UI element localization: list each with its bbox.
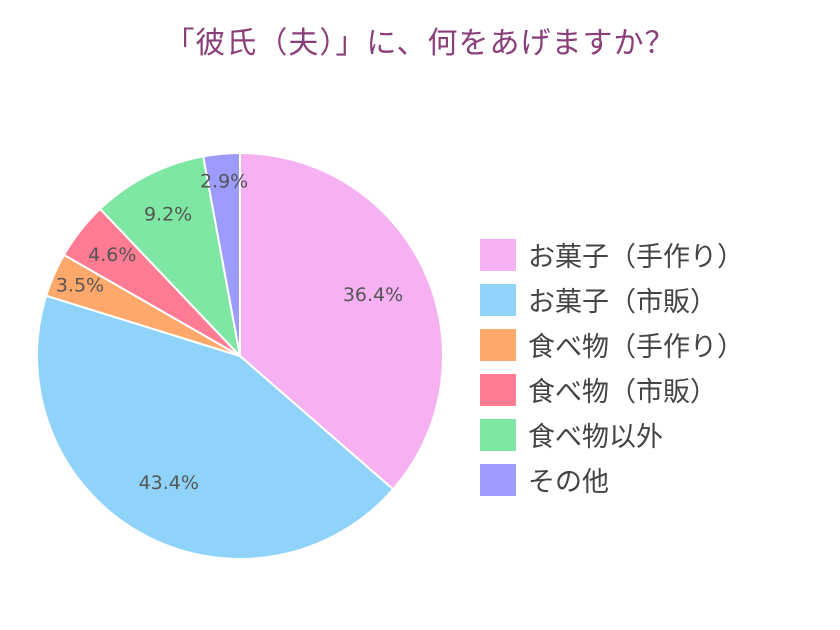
pie-slice-4 (98, 155, 242, 360)
legend-swatch-5 (480, 463, 516, 496)
slice-value-label-4: 9.2% (144, 203, 192, 225)
slice-value-label-5: 2.9% (200, 171, 248, 193)
legend-label-1: お菓子（市販） (528, 287, 717, 318)
slice-value-label-2: 3.5% (56, 275, 104, 297)
slice-value-label-0: 36.4% (343, 284, 403, 306)
legend-item-2[interactable]: 食べ物（手作り） (480, 322, 744, 367)
pie-slice-5 (202, 151, 241, 357)
legend-label-4: 食べ物以外 (528, 422, 663, 453)
legend-swatch-2 (480, 328, 516, 361)
slice-value-label-3: 4.6% (88, 244, 136, 266)
legend-label-5: その他 (528, 467, 609, 498)
legend-item-1[interactable]: お菓子（市販） (480, 277, 744, 322)
legend-swatch-3 (480, 373, 516, 406)
legend-label-3: 食べ物（市販） (528, 377, 717, 408)
legend-swatch-4 (480, 418, 516, 451)
pie-slice-1 (36, 294, 395, 560)
legend-label-0: お菓子（手作り） (528, 242, 744, 273)
chart-title: 「彼氏（夫）」に、何をあげますか？ (164, 26, 676, 61)
legend-swatch-0 (480, 238, 516, 271)
legend-item-3[interactable]: 食べ物（市販） (480, 367, 744, 412)
pie-slice-0 (239, 151, 444, 491)
legend-swatch-1 (480, 283, 516, 316)
legend-item-0[interactable]: お菓子（手作り） (480, 232, 744, 277)
legend-label-2: 食べ物（手作り） (528, 332, 744, 363)
slice-value-label-1: 43.4% (139, 472, 199, 494)
legend-item-4[interactable]: 食べ物以外 (480, 412, 744, 457)
legend: お菓子（手作り） お菓子（市販） 食べ物（手作り） 食べ物（市販） 食べ物以外その他 (480, 232, 744, 502)
legend-item-5[interactable]: その他 (480, 457, 744, 502)
